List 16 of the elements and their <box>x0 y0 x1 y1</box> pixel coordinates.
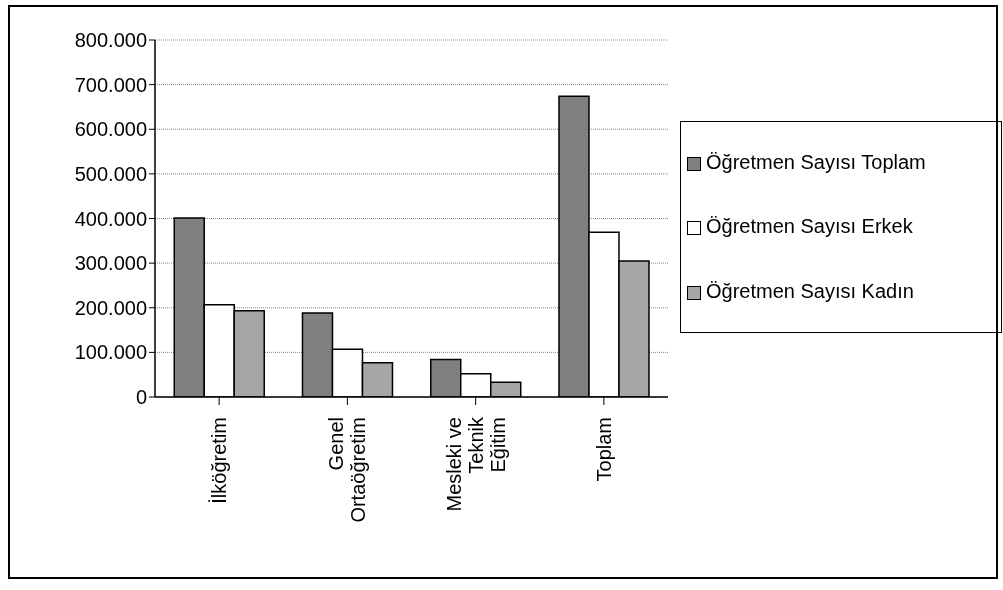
y-tick-label: 500.000 <box>74 162 147 185</box>
legend-label: Öğretmen Sayısı Toplam <box>706 149 927 175</box>
y-tick-label: 800.000 <box>74 29 147 52</box>
y-tick-label: 400.000 <box>74 207 147 230</box>
y-tick-label: 0 <box>135 386 147 409</box>
x-tick-label: Genel Ortaöğretim <box>325 417 370 523</box>
x-tick-label: Toplam <box>592 417 615 482</box>
y-tick-label: 600.000 <box>74 118 147 141</box>
legend-label: Öğretmen Sayısı Erkek <box>706 214 914 240</box>
y-tick-label: 700.000 <box>74 73 147 96</box>
y-tick-label: 300.000 <box>74 252 147 275</box>
x-tick-label: İlköğretim <box>208 417 231 504</box>
y-tick-label: 200.000 <box>74 296 147 319</box>
x-tick-label: Mesleki ve Teknik Eğitim <box>442 416 509 512</box>
y-tick-label: 100.000 <box>74 341 147 364</box>
legend-label: Öğretmen Sayısı Kadın <box>706 279 915 305</box>
